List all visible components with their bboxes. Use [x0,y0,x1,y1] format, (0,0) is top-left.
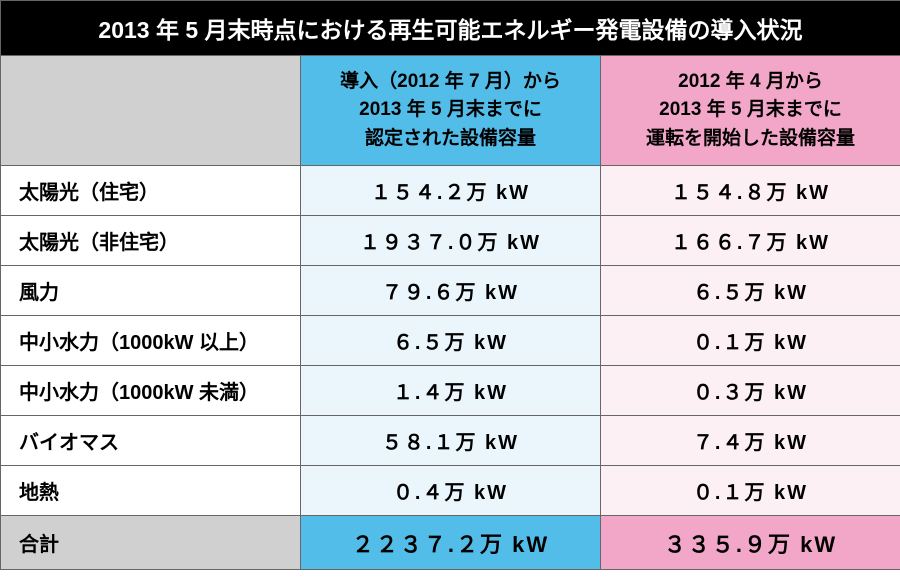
row-label: 中小水力（1000kW 以上） [1,316,301,366]
row-label: 風力 [1,266,301,316]
renewable-energy-table: 2013 年 5 月末時点における再生可能エネルギー発電設備の導入状況 導入（2… [0,0,900,570]
table-row: 風力 ７９.６万 kW ６.５万 kW [1,266,900,316]
total-certified: ２２３７.２万 kW [301,516,601,570]
row-label: 地熱 [1,466,301,516]
table-row: バイオマス ５８.１万 kW ７.４万 kW [1,416,900,466]
table-row: 地熱 ０.４万 kW ０.１万 kW [1,466,900,516]
row-label: 太陽光（非住宅） [1,216,301,266]
cell-certified: １５４.２万 kW [301,166,601,216]
cell-operating: ７.４万 kW [601,416,900,466]
total-operating: ３３５.９万 kW [601,516,900,570]
total-row: 合計 ２２３７.２万 kW ３３５.９万 kW [1,516,900,570]
header-col-certified: 導入（2012 年 7 月）から2013 年 5 月末までに認定された設備容量 [301,56,601,166]
row-label: 太陽光（住宅） [1,166,301,216]
cell-operating: １５４.８万 kW [601,166,900,216]
title-row: 2013 年 5 月末時点における再生可能エネルギー発電設備の導入状況 [1,1,900,56]
cell-certified: １.４万 kW [301,366,601,416]
cell-certified: ７９.６万 kW [301,266,601,316]
cell-certified: ０.４万 kW [301,466,601,516]
cell-operating: １６６.７万 kW [601,216,900,266]
cell-operating: ０.１万 kW [601,316,900,366]
cell-certified: １９３７.０万 kW [301,216,601,266]
header-row: 導入（2012 年 7 月）から2013 年 5 月末までに認定された設備容量 … [1,56,900,166]
cell-operating: ０.１万 kW [601,466,900,516]
cell-operating: ６.５万 kW [601,266,900,316]
row-label: 中小水力（1000kW 未満） [1,366,301,416]
cell-certified: ６.５万 kW [301,316,601,366]
table-title: 2013 年 5 月末時点における再生可能エネルギー発電設備の導入状況 [1,1,900,56]
header-corner [1,56,301,166]
cell-certified: ５８.１万 kW [301,416,601,466]
table-row: 太陽光（非住宅） １９３７.０万 kW １６６.７万 kW [1,216,900,266]
table-row: 中小水力（1000kW 以上） ６.５万 kW ０.１万 kW [1,316,900,366]
table-row: 中小水力（1000kW 未満） １.４万 kW ０.３万 kW [1,366,900,416]
cell-operating: ０.３万 kW [601,366,900,416]
row-label: バイオマス [1,416,301,466]
total-label: 合計 [1,516,301,570]
table-row: 太陽光（住宅） １５４.２万 kW １５４.８万 kW [1,166,900,216]
header-col-operating: 2012 年 4 月から2013 年 5 月末までに運転を開始した設備容量 [601,56,900,166]
